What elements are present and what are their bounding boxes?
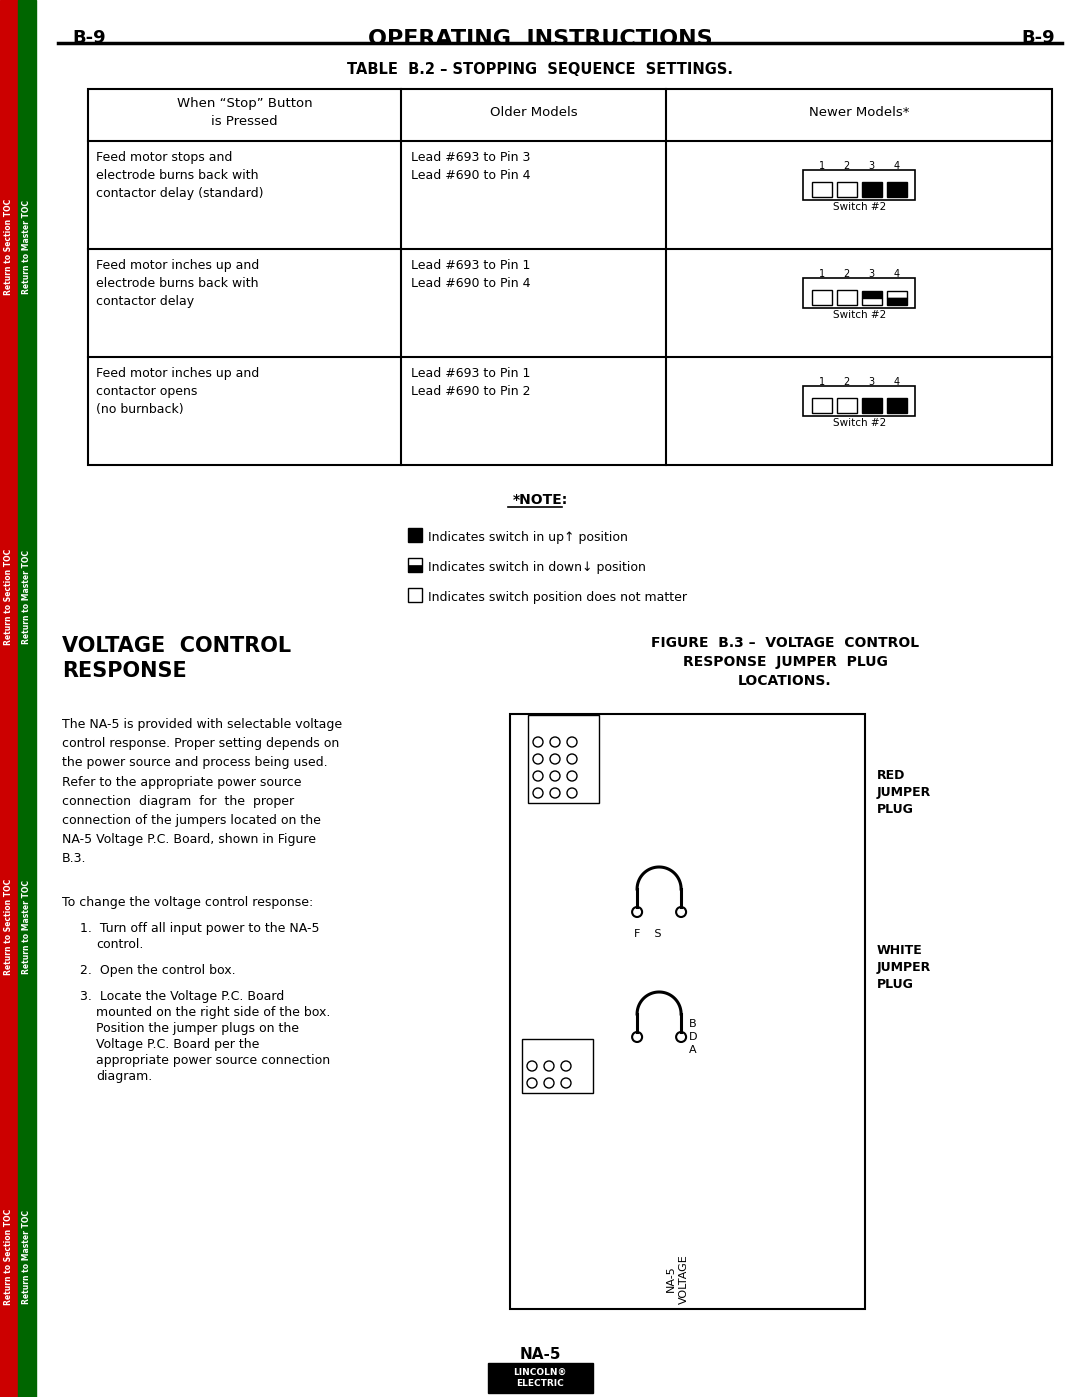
Text: B-9: B-9 [72, 29, 106, 47]
Text: OPERATING  INSTRUCTIONS: OPERATING INSTRUCTIONS [367, 29, 713, 49]
Text: Return to Master TOC: Return to Master TOC [23, 550, 31, 644]
Text: Position the jumper plugs on the: Position the jumper plugs on the [96, 1023, 299, 1035]
Text: Return to Section TOC: Return to Section TOC [4, 879, 14, 975]
Text: 1: 1 [819, 377, 825, 387]
Text: *NOTE:: *NOTE: [512, 493, 568, 507]
Bar [887, 182, 907, 197]
Bar [862, 291, 881, 298]
Bar [487, 1363, 593, 1393]
Text: When “Stop” Button
is Pressed: When “Stop” Button is Pressed [177, 96, 312, 129]
Bar [862, 182, 881, 197]
Text: VOLTAGE  CONTROL
RESPONSE: VOLTAGE CONTROL RESPONSE [62, 636, 292, 680]
Text: WHITE
JUMPER
PLUG: WHITE JUMPER PLUG [877, 944, 931, 990]
Text: Feed motor stops and
electrode burns back with
contactor delay (standard): Feed motor stops and electrode burns bac… [96, 151, 264, 200]
Bar [804, 170, 915, 200]
Text: F    S: F S [634, 929, 662, 939]
Text: Older Models: Older Models [490, 106, 578, 119]
Text: Lead #693 to Pin 1
Lead #690 to Pin 4: Lead #693 to Pin 1 Lead #690 to Pin 4 [411, 258, 530, 291]
Text: Switch #2: Switch #2 [833, 418, 886, 427]
Text: To change the voltage control response:: To change the voltage control response: [62, 895, 313, 909]
Bar [0, 0, 18, 1397]
Text: Switch #2: Switch #2 [833, 310, 886, 320]
Text: Indicates switch in down↓ position: Indicates switch in down↓ position [428, 562, 646, 574]
Text: Return to Section TOC: Return to Section TOC [4, 1208, 14, 1305]
Text: 2: 2 [843, 270, 850, 279]
Bar [862, 398, 881, 414]
Text: Return to Section TOC: Return to Section TOC [4, 549, 14, 645]
Text: FIGURE  B.3 –  VOLTAGE  CONTROL
RESPONSE  JUMPER  PLUG
LOCATIONS.: FIGURE B.3 – VOLTAGE CONTROL RESPONSE JU… [651, 636, 919, 687]
Text: 3: 3 [868, 377, 875, 387]
Text: 2: 2 [843, 377, 850, 387]
Bar [804, 386, 915, 416]
Text: 1.  Turn off all input power to the NA-5: 1. Turn off all input power to the NA-5 [80, 922, 320, 935]
Text: 3: 3 [868, 270, 875, 279]
Text: B-9: B-9 [1022, 29, 1055, 47]
Text: 1: 1 [819, 161, 825, 170]
Text: B
D
A: B D A [689, 1018, 698, 1055]
Text: 4: 4 [893, 270, 900, 279]
Text: control.: control. [96, 937, 144, 951]
Text: Feed motor inches up and
electrode burns back with
contactor delay: Feed motor inches up and electrode burns… [96, 258, 259, 307]
Text: Newer Models*: Newer Models* [809, 106, 909, 119]
Text: 2: 2 [843, 161, 850, 170]
Text: NA-5: NA-5 [519, 1347, 561, 1362]
Bar [887, 398, 907, 414]
Bar [862, 298, 881, 305]
Text: Lead #693 to Pin 3
Lead #690 to Pin 4: Lead #693 to Pin 3 Lead #690 to Pin 4 [411, 151, 530, 182]
Text: appropriate power source connection: appropriate power source connection [96, 1053, 330, 1067]
Text: 2.  Open the control box.: 2. Open the control box. [80, 964, 235, 977]
Text: NA-5
VOLTAGE: NA-5 VOLTAGE [666, 1255, 689, 1303]
Text: 3: 3 [868, 161, 875, 170]
Text: TABLE  B.2 – STOPPING  SEQUENCE  SETTINGS.: TABLE B.2 – STOPPING SEQUENCE SETTINGS. [347, 61, 733, 77]
Text: 3.  Locate the Voltage P.C. Board: 3. Locate the Voltage P.C. Board [80, 990, 284, 1003]
Text: Indicates switch in up↑ position: Indicates switch in up↑ position [428, 531, 627, 543]
Bar [887, 298, 907, 305]
Bar [804, 278, 915, 307]
Bar [812, 291, 832, 305]
Bar [408, 557, 422, 571]
Bar [812, 398, 832, 414]
Text: The NA-5 is provided with selectable voltage
control response. Proper setting de: The NA-5 is provided with selectable vol… [62, 718, 342, 865]
Text: Switch #2: Switch #2 [833, 203, 886, 212]
Text: Lead #693 to Pin 1
Lead #690 to Pin 2: Lead #693 to Pin 1 Lead #690 to Pin 2 [411, 367, 530, 398]
Text: 1: 1 [819, 270, 825, 279]
Bar [18, 0, 36, 1397]
Text: Return to Master TOC: Return to Master TOC [23, 200, 31, 293]
Text: 4: 4 [893, 161, 900, 170]
Bar [87, 89, 1052, 465]
Bar [510, 714, 865, 1309]
Text: 4: 4 [893, 377, 900, 387]
Text: diagram.: diagram. [96, 1070, 152, 1083]
Bar [408, 588, 422, 602]
Bar [837, 291, 856, 305]
Text: Feed motor inches up and
contactor opens
(no burnback): Feed motor inches up and contactor opens… [96, 367, 259, 416]
Bar [528, 715, 599, 803]
Text: Return to Section TOC: Return to Section TOC [4, 198, 14, 295]
Bar [887, 291, 907, 298]
Bar [812, 182, 832, 197]
Text: mounted on the right side of the box.: mounted on the right side of the box. [96, 1006, 330, 1018]
Text: Return to Master TOC: Return to Master TOC [23, 880, 31, 974]
Bar [408, 528, 422, 542]
Bar [408, 564, 422, 571]
Text: RED
JUMPER
PLUG: RED JUMPER PLUG [877, 768, 931, 816]
Bar [837, 398, 856, 414]
Text: Return to Master TOC: Return to Master TOC [23, 1210, 31, 1303]
Text: Indicates switch position does not matter: Indicates switch position does not matte… [428, 591, 687, 604]
Bar [837, 182, 856, 197]
Bar [522, 1039, 593, 1092]
Text: LINCOLN®
ELECTRIC: LINCOLN® ELECTRIC [513, 1368, 567, 1387]
Text: Voltage P.C. Board per the: Voltage P.C. Board per the [96, 1038, 259, 1051]
